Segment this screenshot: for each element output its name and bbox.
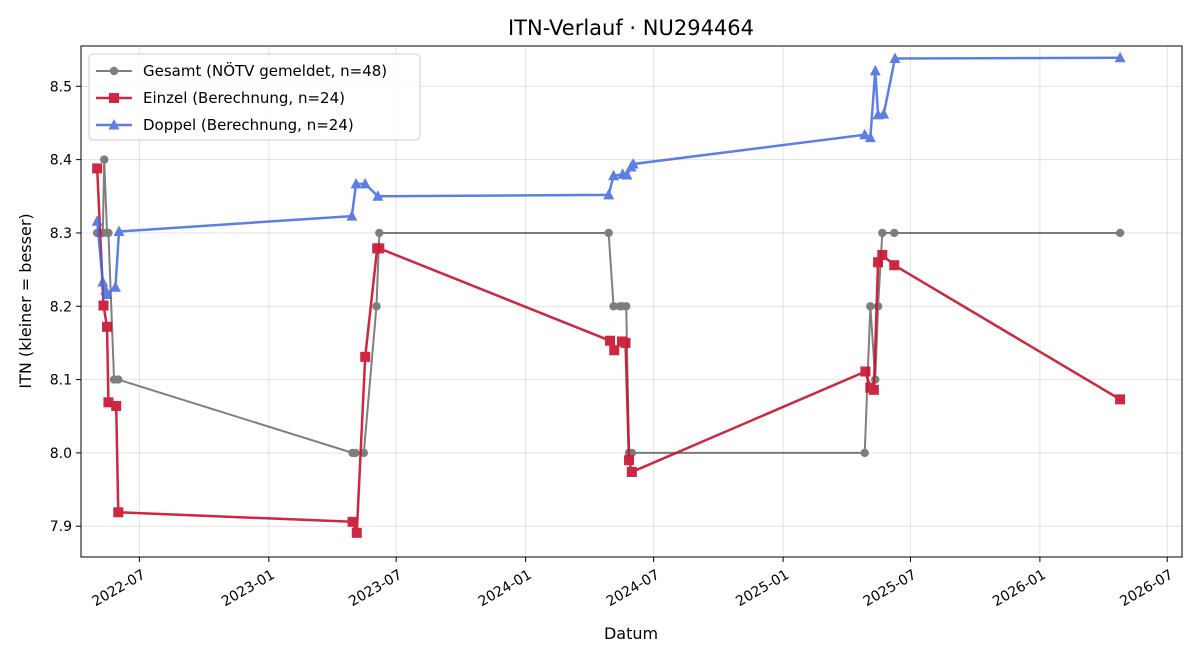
data-point-gesamt bbox=[860, 448, 869, 458]
data-point-gesamt bbox=[1115, 228, 1125, 238]
data-point-gesamt bbox=[890, 228, 899, 238]
data-point-einzel bbox=[347, 516, 358, 527]
y-tick-label: 8.2 bbox=[50, 299, 72, 315]
legend-label-doppel: Doppel (Berechnung, n=24) bbox=[143, 116, 354, 134]
data-point-gesamt bbox=[604, 228, 613, 238]
data-point-einzel bbox=[620, 337, 631, 348]
data-point-doppel bbox=[603, 188, 615, 200]
legend-marker-doppel bbox=[108, 119, 120, 130]
data-point-einzel bbox=[351, 527, 362, 538]
data-point-gesamt bbox=[878, 228, 887, 238]
series-doppel bbox=[91, 51, 1126, 300]
data-point-einzel bbox=[113, 507, 124, 518]
data-point-doppel bbox=[627, 158, 639, 169]
legend-swatch-doppel bbox=[96, 119, 132, 130]
data-point-gesamt bbox=[114, 375, 123, 384]
data-point-einzel bbox=[889, 260, 900, 271]
data-point-einzel bbox=[103, 397, 114, 408]
data-point-einzel bbox=[877, 249, 888, 260]
data-point-einzel bbox=[868, 384, 879, 395]
data-point-einzel bbox=[111, 400, 122, 411]
data-point-doppel bbox=[350, 177, 362, 189]
chart-title: ITN-Verlauf · NU294464 bbox=[508, 16, 754, 40]
data-point-doppel bbox=[859, 128, 871, 140]
data-point-einzel bbox=[92, 163, 103, 174]
data-point-einzel bbox=[374, 243, 385, 254]
data-point-gesamt bbox=[873, 302, 883, 311]
data-point-doppel bbox=[113, 225, 125, 236]
data-point-doppel bbox=[1114, 51, 1126, 63]
data-point-einzel bbox=[98, 300, 109, 311]
x-axis-label: Datum bbox=[604, 624, 658, 643]
data-point-einzel bbox=[626, 466, 637, 477]
data-point-einzel bbox=[624, 455, 635, 466]
plot-frame bbox=[80, 45, 1183, 558]
y-tick-label: 8.5 bbox=[50, 79, 72, 95]
legend-label-einzel: Einzel (Berechnung, n=24) bbox=[143, 89, 345, 107]
data-point-gesamt bbox=[609, 302, 618, 311]
data-point-einzel bbox=[873, 257, 884, 268]
legend-swatch-einzel bbox=[96, 93, 132, 103]
data-point-gesamt bbox=[104, 228, 113, 238]
legend-marker-gesamt bbox=[109, 66, 119, 76]
data-point-einzel bbox=[102, 321, 113, 332]
data-point-einzel bbox=[1115, 394, 1126, 405]
series-layer bbox=[91, 51, 1126, 538]
data-point-doppel bbox=[346, 210, 358, 221]
data-point-doppel bbox=[101, 288, 113, 300]
data-point-doppel bbox=[372, 190, 384, 201]
legend: Gesamt (NÖTV gemeldet, n=48) Einzel (Bere… bbox=[88, 53, 421, 141]
data-point-gesamt bbox=[375, 228, 384, 238]
data-point-doppel bbox=[359, 177, 371, 189]
series-einzel bbox=[92, 163, 1126, 538]
y-tick-label: 8.4 bbox=[50, 153, 72, 169]
data-point-gesamt bbox=[100, 155, 109, 164]
data-point-einzel bbox=[605, 335, 616, 346]
data-point-doppel bbox=[621, 169, 633, 180]
data-point-doppel bbox=[91, 215, 103, 226]
data-point-gesamt bbox=[866, 302, 875, 311]
data-point-doppel bbox=[109, 281, 121, 292]
legend-swatch-gesamt bbox=[96, 66, 132, 76]
data-point-doppel bbox=[97, 276, 109, 287]
y-axis-label: ITN (kleiner = besser) bbox=[16, 213, 35, 388]
legend-label-gesamt: Gesamt (NÖTV gemeldet, n=48) bbox=[143, 61, 387, 80]
data-point-einzel bbox=[609, 345, 620, 356]
legend-frame bbox=[88, 53, 421, 141]
data-point-doppel bbox=[878, 108, 890, 119]
data-point-doppel bbox=[608, 169, 620, 181]
data-point-gesamt bbox=[351, 448, 360, 458]
legend-marker-einzel bbox=[109, 93, 119, 103]
data-point-doppel bbox=[889, 52, 901, 63]
data-point-gesamt bbox=[372, 302, 381, 311]
data-point-gesamt bbox=[622, 302, 631, 311]
data-point-doppel bbox=[864, 131, 876, 143]
y-tick-label: 8.0 bbox=[50, 446, 72, 462]
data-point-einzel bbox=[860, 366, 871, 377]
y-tick-label: 8.3 bbox=[50, 226, 72, 242]
data-point-einzel bbox=[360, 351, 371, 362]
data-point-doppel bbox=[869, 64, 881, 76]
y-tick-label: 8.1 bbox=[50, 373, 72, 389]
y-tick-label: 7.9 bbox=[50, 519, 72, 535]
